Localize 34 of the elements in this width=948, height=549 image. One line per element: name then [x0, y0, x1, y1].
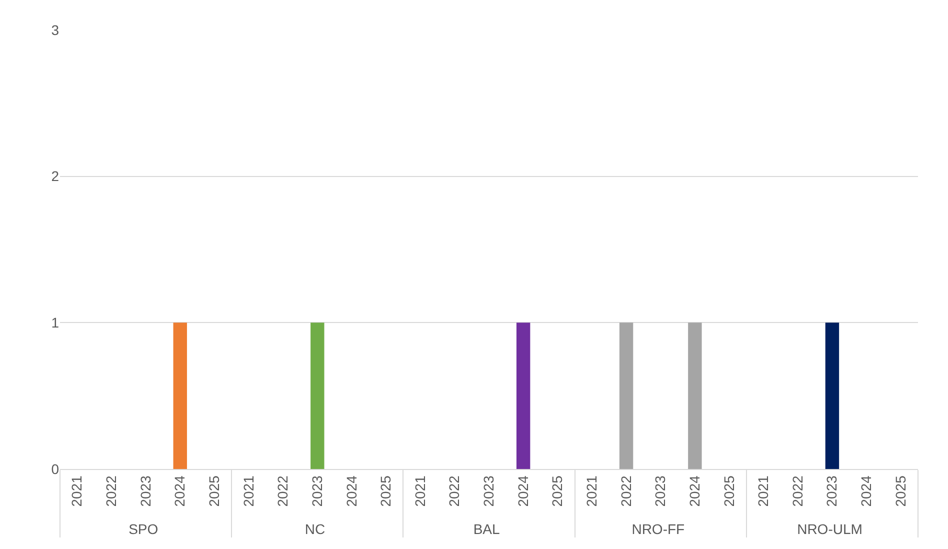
text: NRO-ULM [797, 521, 862, 538]
x-tick-label: 2024 [343, 475, 360, 507]
y-tick-label: 1 [51, 314, 60, 331]
y-tick-label: 2 [51, 168, 60, 184]
x-tick-label: 2021 [68, 475, 85, 507]
x-tick-label: 2024 [172, 475, 188, 507]
x-tick-label: 2025 [549, 475, 566, 507]
x-tick-label: 2023 [480, 475, 497, 507]
x-tick-label: 2024 [858, 475, 874, 507]
x-tick-label: 2022 [789, 475, 806, 507]
x-tick-label: 2023 [308, 475, 325, 507]
x-tick-label: 2024 [686, 475, 702, 507]
x-tick-label: 2023 [652, 475, 668, 507]
x-tick-label: 2024 [514, 475, 531, 507]
x-tick-label: 2022 [618, 475, 634, 507]
y-tick-label: 3 [51, 22, 60, 38]
x-tick-label: 2023 [137, 475, 154, 507]
text: SPO [128, 521, 158, 538]
x-tick-label: 2021 [584, 475, 600, 507]
y-tick-label: 0 [51, 460, 60, 477]
x-tick-label: 2022 [446, 475, 462, 507]
x-tick-label: 2022 [274, 475, 291, 507]
x-tick-label: 2021 [755, 475, 772, 507]
x-tick-label: 2025 [892, 475, 908, 507]
x-tick-label: 2025 [206, 475, 222, 507]
x-tick-label: 2021 [412, 475, 428, 507]
text: BAL [473, 521, 500, 538]
x-tick-label: 2025 [720, 475, 737, 507]
x-tick-label: 2022 [103, 475, 120, 507]
x-tick-label: 2023 [824, 475, 840, 507]
x-tick-label: 2025 [378, 475, 394, 507]
text: NC [304, 521, 326, 538]
x-tick-label: 2021 [240, 475, 256, 507]
text: NRO-FF [632, 521, 685, 538]
